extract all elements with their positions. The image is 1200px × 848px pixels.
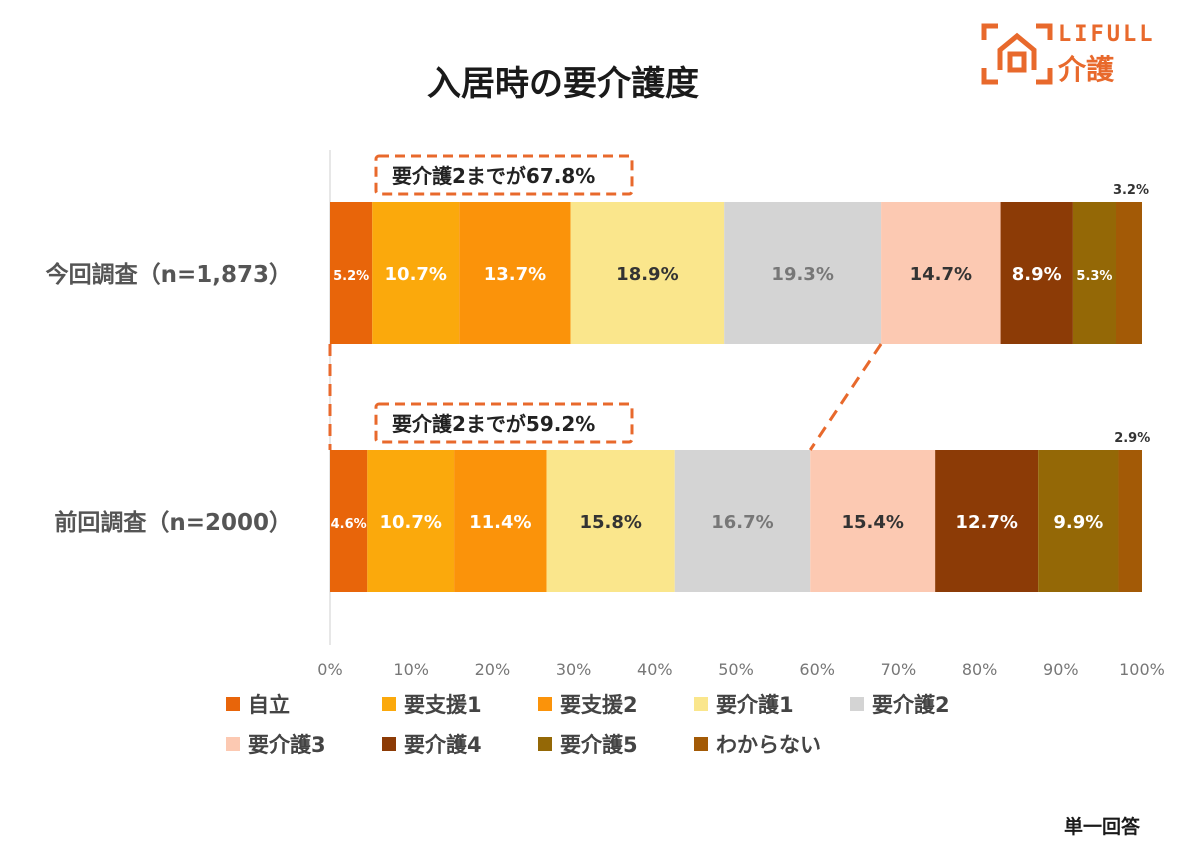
x-tick-label: 40%: [637, 660, 673, 679]
data-label: 12.7%: [955, 512, 1017, 533]
annotation-text: 要介護2までが67.8%: [392, 164, 595, 188]
legend-item: 要支援2: [538, 688, 694, 720]
bar-segment: [367, 450, 455, 592]
data-label: 5.2%: [333, 269, 369, 284]
bar-segment: [1115, 202, 1142, 344]
legend-swatch: [382, 697, 396, 711]
legend-swatch: [850, 697, 864, 711]
logo-sub-text: 介護: [1058, 53, 1115, 86]
legend-item: 要介護1: [694, 688, 850, 720]
annotation-box: [374, 154, 634, 196]
bar-segment: [454, 450, 547, 592]
x-tick-label: 70%: [881, 660, 917, 679]
legend-item: 要介護5: [538, 728, 694, 760]
bar-segment: [881, 202, 1001, 344]
legend-label: 要支援1: [404, 693, 482, 717]
data-label: 4.6%: [331, 517, 367, 532]
data-label: 15.4%: [841, 512, 903, 533]
x-tick-label: 50%: [718, 660, 754, 679]
legend-item: 要支援1: [382, 688, 538, 720]
legend-label: 要介護1: [716, 693, 794, 717]
data-label: 19.3%: [771, 264, 833, 285]
bar-segment: [459, 202, 571, 344]
data-label: 14.7%: [910, 264, 972, 285]
legend-swatch: [226, 697, 240, 711]
bar-segment: [935, 450, 1039, 592]
x-tick-label: 60%: [799, 660, 835, 679]
lifull-logo-icon: [981, 23, 1053, 85]
bar-segment: [330, 450, 368, 592]
legend-item: 自立: [226, 688, 382, 720]
annotation-box: [374, 402, 634, 444]
legend-label: 自立: [248, 693, 290, 717]
logo-brand-text: LIFULL: [1058, 22, 1156, 47]
data-label: 16.7%: [711, 512, 773, 533]
bar-segment: [810, 450, 936, 592]
legend-swatch: [382, 737, 396, 751]
bar-segment: [1038, 450, 1119, 592]
bar-segment: [546, 450, 675, 592]
legend-swatch: [226, 737, 240, 751]
x-tick-label: 20%: [475, 660, 511, 679]
data-label: 2.9%: [1114, 431, 1150, 446]
data-label: 3.2%: [1113, 183, 1149, 198]
legend-label: わからない: [716, 733, 821, 757]
chart-title: 入居時の要介護度: [427, 64, 699, 104]
x-tick-label: 30%: [556, 660, 592, 679]
legend-item: 要介護4: [382, 728, 538, 760]
legend-label: 要介護3: [248, 733, 326, 757]
data-label: 11.4%: [469, 512, 531, 533]
bar-segment: [1072, 202, 1116, 344]
footnote: 単一回答: [1064, 816, 1141, 838]
legend-swatch: [538, 737, 552, 751]
x-tick-label: 100%: [1119, 660, 1165, 679]
data-label: 15.8%: [579, 512, 641, 533]
legend-label: 要介護5: [560, 733, 638, 757]
x-tick-label: 0%: [317, 660, 342, 679]
x-tick-label: 80%: [962, 660, 998, 679]
legend-swatch: [694, 737, 708, 751]
bar-segment: [724, 202, 882, 344]
bar-segment: [1118, 450, 1142, 592]
bar-segment: [674, 450, 811, 592]
data-label: 18.9%: [616, 264, 678, 285]
x-tick-label: 10%: [393, 660, 429, 679]
chart-legend: 自立 要支援1 要支援2 要介護1 要介護2 要介護3 要介護4 要介護5 わからない: [226, 688, 1006, 760]
bar-segment: [1000, 202, 1073, 344]
data-label: 9.9%: [1053, 512, 1103, 533]
legend-label: 要支援2: [560, 693, 638, 717]
data-label: 10.7%: [379, 512, 441, 533]
bar-segment: [330, 202, 373, 344]
annotation-text: 要介護2までが59.2%: [392, 412, 595, 436]
legend-item: 要介護3: [226, 728, 382, 760]
x-tick-label: 90%: [1043, 660, 1079, 679]
bar-segment: [570, 202, 725, 344]
legend-label: 要介護4: [404, 733, 482, 757]
data-label: 13.7%: [484, 264, 546, 285]
connector-line: [808, 343, 883, 451]
category-label: 今回調査（n=1,873）: [46, 261, 292, 288]
data-label: 8.9%: [1012, 264, 1062, 285]
data-label: 5.3%: [1076, 269, 1112, 284]
legend-item: わからない: [694, 728, 850, 760]
data-label: 10.7%: [385, 264, 447, 285]
legend-label: 要介護2: [872, 693, 950, 717]
legend-item: 要介護2: [850, 688, 1006, 720]
bar-segment: [372, 202, 460, 344]
legend-swatch: [694, 697, 708, 711]
legend-swatch: [538, 697, 552, 711]
category-label: 前回調査（n=2000）: [54, 509, 292, 536]
